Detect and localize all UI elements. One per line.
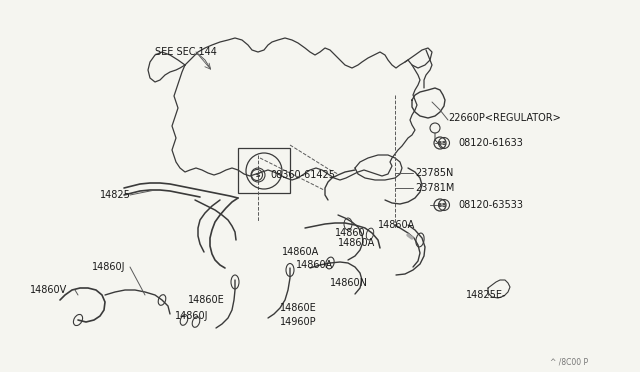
Text: 23785N: 23785N [415, 168, 453, 178]
Text: S: S [255, 173, 259, 177]
Text: 14860A: 14860A [282, 247, 319, 257]
Text: 14860A: 14860A [296, 260, 333, 270]
Text: B: B [442, 141, 446, 145]
Text: 14860E: 14860E [188, 295, 225, 305]
Text: 08360-61425: 08360-61425 [270, 170, 335, 180]
Text: 14825E-: 14825E- [466, 290, 506, 300]
Text: SEE SEC.144: SEE SEC.144 [155, 47, 217, 57]
Text: 14860V: 14860V [30, 285, 67, 295]
Bar [238, 148, 290, 193]
Text: 14860N: 14860N [330, 278, 368, 288]
Text: 08120-63533: 08120-63533 [458, 200, 523, 210]
Text: 14960P: 14960P [280, 317, 317, 327]
Text: B: B [438, 202, 442, 208]
Text: 14860J: 14860J [175, 311, 209, 321]
Text: 22660P<REGULATOR>: 22660P<REGULATOR> [448, 113, 561, 123]
Text: 08120-61633: 08120-61633 [458, 138, 523, 148]
Text: S: S [256, 173, 260, 177]
Text: 14860: 14860 [335, 228, 365, 238]
Text: 14860A: 14860A [338, 238, 375, 248]
Text: 14860A: 14860A [378, 220, 415, 230]
Text: B: B [438, 141, 442, 145]
Text: ^ /8C00 P: ^ /8C00 P [550, 357, 588, 366]
Text: 14860J: 14860J [92, 262, 125, 272]
Text: 23781M: 23781M [415, 183, 454, 193]
Text: B: B [442, 202, 446, 208]
Text: 14860E: 14860E [280, 303, 317, 313]
Text: 14825: 14825 [100, 190, 131, 200]
